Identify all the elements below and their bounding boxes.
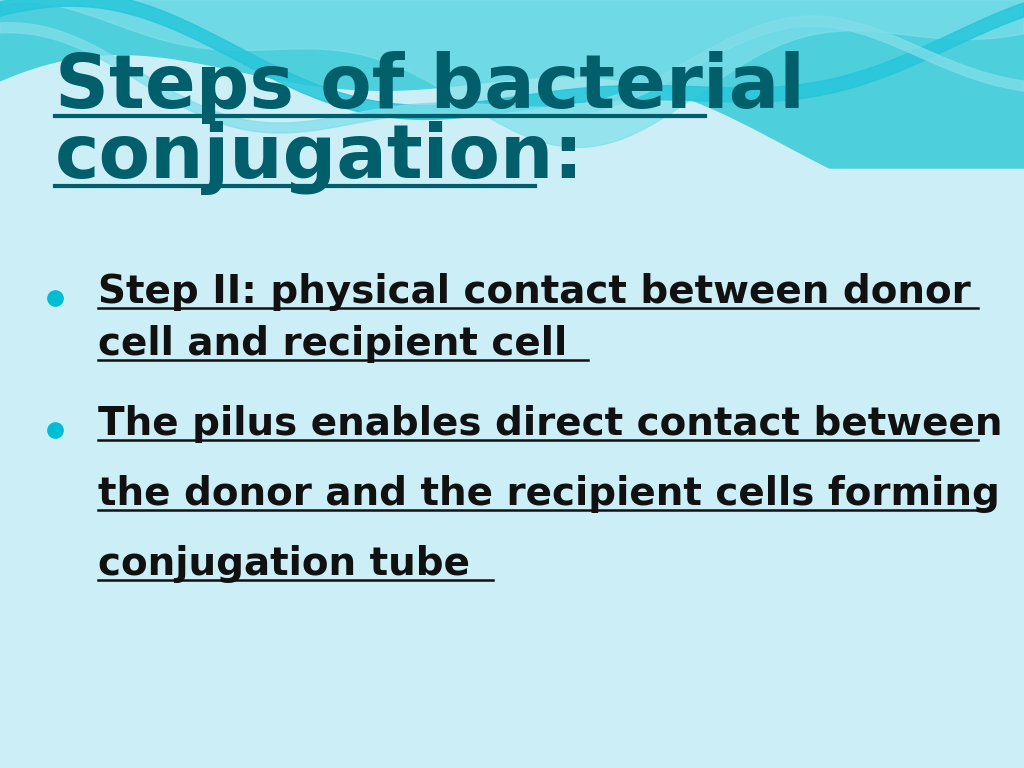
Text: cell and recipient cell: cell and recipient cell xyxy=(98,325,567,363)
Text: Steps of bacterial: Steps of bacterial xyxy=(55,51,805,124)
Text: conjugation tube: conjugation tube xyxy=(98,545,470,583)
Text: conjugation:: conjugation: xyxy=(55,121,585,195)
Text: The pilus enables direct contact between: The pilus enables direct contact between xyxy=(98,405,1002,443)
Text: the donor and the recipient cells forming: the donor and the recipient cells formin… xyxy=(98,475,999,513)
Text: Step II: physical contact between donor: Step II: physical contact between donor xyxy=(98,273,971,311)
